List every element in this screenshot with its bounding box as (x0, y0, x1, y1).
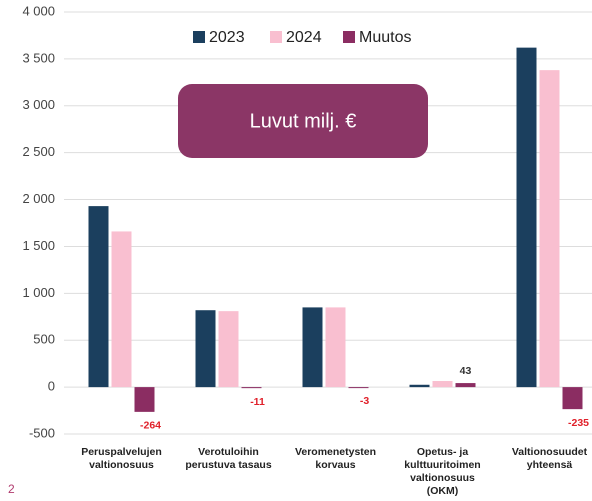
data-label: -3 (360, 395, 369, 407)
bar (516, 47, 537, 388)
legend-swatch (270, 31, 282, 43)
data-label: -235 (568, 417, 589, 429)
y-tick-label: -500 (29, 425, 55, 440)
x-tick-line: Peruspalvelujen (81, 446, 162, 458)
x-tick-line: Opetus- ja (417, 446, 469, 458)
y-tick-label: 3 000 (22, 97, 55, 112)
y-tick-label: 2 000 (22, 191, 55, 206)
x-tick-line: kulttuuritoimen (404, 459, 480, 471)
x-tick-line: perustuva tasaus (185, 459, 272, 471)
bar (562, 387, 583, 410)
annotation-box (178, 84, 428, 158)
x-tick-label: Verotuloihin perustuva tasaus (185, 446, 272, 471)
x-tick-line: yhteensä (527, 459, 573, 471)
x-tick-line: valtionosuus (410, 472, 475, 484)
legend-label: 2023 (209, 29, 245, 46)
bar (195, 310, 216, 388)
data-label: -11 (250, 396, 265, 408)
bar (218, 311, 239, 388)
bar (432, 381, 453, 388)
y-tick-label: 500 (33, 332, 55, 347)
bar (111, 231, 132, 388)
x-tick-line: korvaus (315, 459, 355, 471)
data-label: 43 (460, 365, 472, 377)
x-tick-line: (OKM) (427, 485, 459, 497)
legend-label: 2024 (286, 29, 322, 46)
data-label: -264 (140, 420, 161, 432)
bar (348, 387, 369, 389)
x-tick-label: Valtionosuudet yhteensä (512, 446, 588, 471)
y-tick-label: 1 500 (22, 238, 55, 253)
bar (409, 384, 430, 388)
y-tick-label: 4 000 (22, 3, 55, 18)
y-tick-label: 0 (48, 379, 55, 394)
bar (302, 307, 323, 388)
x-tick-line: Veromenetysten (295, 446, 376, 458)
x-tick-line: Verotuloihin (198, 446, 259, 458)
legend-swatch (193, 31, 205, 43)
y-tick-label: 3 500 (22, 50, 55, 65)
bar (325, 307, 346, 388)
legend-swatch (343, 31, 355, 43)
bar (455, 383, 476, 388)
annotation: Luvut milj. € (250, 110, 357, 132)
bars: Peruspalvelujen valtionosuus-264Verotuloi… (81, 29, 589, 497)
x-tick-label: Opetus- ja kulttuuritoimen valtionosuus (OK… (404, 446, 480, 497)
bar (88, 206, 109, 388)
x-tick-label: Peruspalvelujen valtionosuus (81, 446, 162, 471)
bar (539, 70, 560, 388)
y-tick-label: 1 000 (22, 285, 55, 300)
x-tick-label: Veromenetysten korvaus (295, 446, 376, 471)
x-tick-line: Valtionosuudet (512, 446, 588, 458)
bar (134, 387, 155, 412)
y-tick-label: 2 500 (22, 144, 55, 159)
bar (241, 387, 262, 389)
legend-label: Muutos (359, 29, 411, 46)
x-tick-line: valtionosuus (89, 459, 154, 471)
page-number: 2 (8, 482, 15, 496)
